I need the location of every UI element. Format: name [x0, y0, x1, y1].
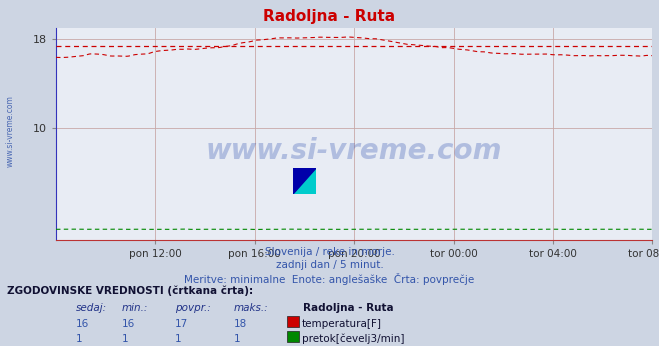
- Text: 16: 16: [122, 319, 135, 329]
- Text: Slovenija / reke in morje.: Slovenija / reke in morje.: [264, 247, 395, 257]
- Text: povpr.:: povpr.:: [175, 303, 210, 313]
- Text: www.si-vreme.com: www.si-vreme.com: [5, 95, 14, 167]
- Text: min.:: min.:: [122, 303, 148, 313]
- Text: 18: 18: [234, 319, 247, 329]
- Text: 1: 1: [175, 334, 181, 344]
- Text: Meritve: minimalne  Enote: anglešaške  Črta: povprečje: Meritve: minimalne Enote: anglešaške Črt…: [185, 273, 474, 285]
- Text: www.si-vreme.com: www.si-vreme.com: [206, 137, 502, 165]
- Text: Radoljna - Ruta: Radoljna - Ruta: [264, 9, 395, 24]
- Text: pretok[čevelj3/min]: pretok[čevelj3/min]: [302, 334, 405, 344]
- Text: 1: 1: [122, 334, 129, 344]
- Text: 17: 17: [175, 319, 188, 329]
- Text: temperatura[F]: temperatura[F]: [302, 319, 382, 329]
- Text: maks.:: maks.:: [234, 303, 269, 313]
- Text: Radoljna - Ruta: Radoljna - Ruta: [303, 303, 394, 313]
- Text: zadnji dan / 5 minut.: zadnji dan / 5 minut.: [275, 260, 384, 270]
- Polygon shape: [293, 168, 316, 194]
- Text: 16: 16: [76, 319, 89, 329]
- Text: 1: 1: [76, 334, 82, 344]
- Text: ZGODOVINSKE VREDNOSTI (črtkana črta):: ZGODOVINSKE VREDNOSTI (črtkana črta):: [7, 285, 252, 296]
- Polygon shape: [293, 168, 316, 194]
- Text: sedaj:: sedaj:: [76, 303, 107, 313]
- Text: 1: 1: [234, 334, 241, 344]
